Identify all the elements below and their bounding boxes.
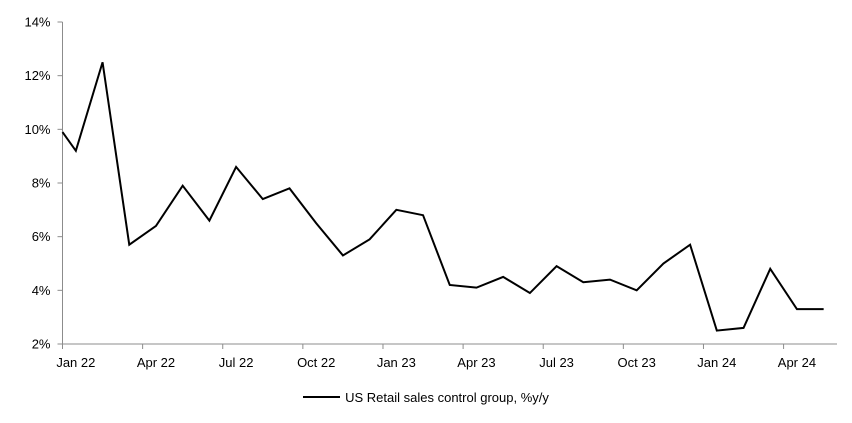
y-tick-label: 14% (24, 15, 50, 30)
y-tick-label: 4% (32, 283, 51, 298)
x-tick-label: Jan 24 (697, 355, 736, 370)
y-tick-label: 6% (32, 229, 51, 244)
legend: US Retail sales control group, %y/y (0, 389, 852, 405)
x-tick-label: Apr 23 (457, 355, 495, 370)
x-tick-label: Oct 22 (297, 355, 335, 370)
legend-line-swatch (303, 396, 341, 398)
x-tick-label: Jan 22 (56, 355, 95, 370)
x-tick-label: Jan 23 (377, 355, 416, 370)
x-tick-label: Jul 22 (219, 355, 254, 370)
legend-label: US Retail sales control group, %y/y (345, 389, 549, 405)
x-tick-label: Oct 23 (618, 355, 656, 370)
x-tick-label: Jul 23 (539, 355, 574, 370)
y-tick-label: 2% (32, 337, 51, 352)
x-tick-label: Apr 24 (778, 355, 816, 370)
y-tick-label: 8% (32, 176, 51, 191)
y-tick-label: 12% (24, 68, 50, 83)
series-line (61, 61, 824, 332)
y-tick-label: 10% (24, 122, 50, 137)
x-tick-label: Apr 22 (137, 355, 175, 370)
